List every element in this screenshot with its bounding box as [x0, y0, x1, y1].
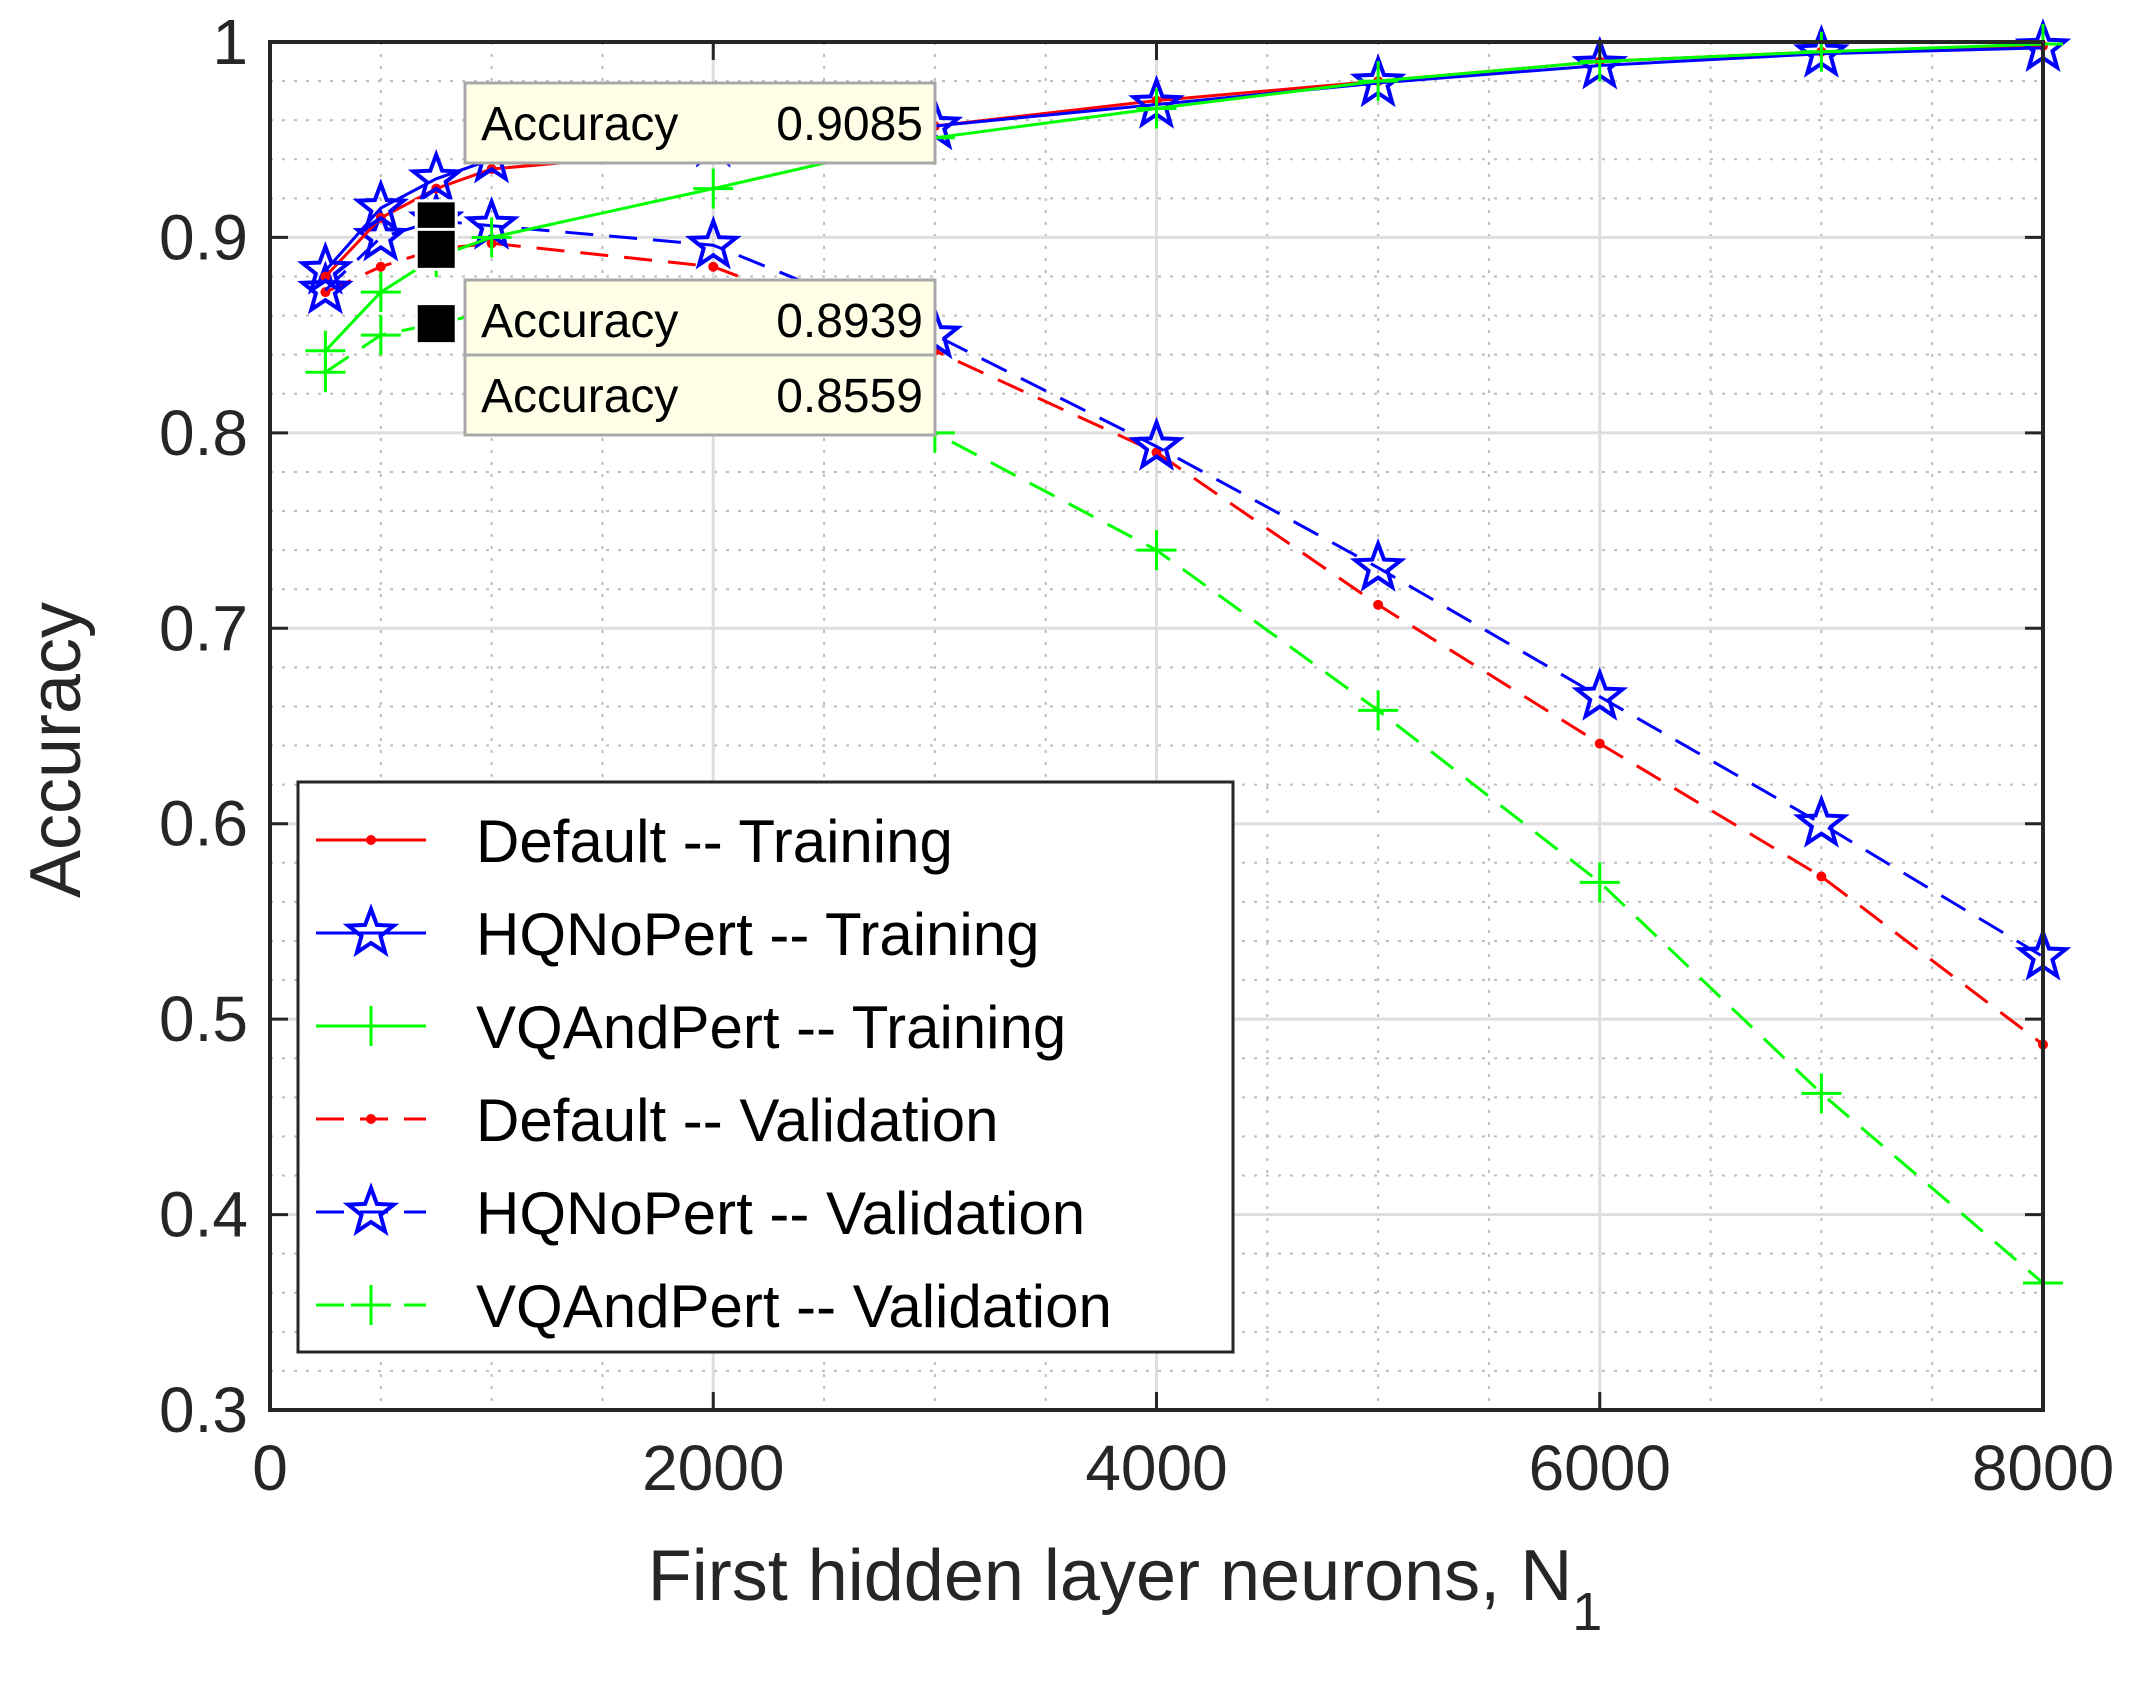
data-point: [1792, 793, 1850, 848]
legend-marker: [342, 1182, 400, 1237]
data-point: [1594, 738, 1605, 749]
legend: Default -- Training HQNoPert -- Training V…: [296, 780, 1235, 1354]
legend-label: Default -- Training: [476, 808, 953, 875]
data-point: [693, 168, 734, 209]
datatip-marker: [414, 227, 458, 271]
datatip-layer: Accuracy 0.9085 Accuracy 0.8939 Accuracy 0.85…: [414, 81, 937, 437]
y-tick-label: 0.4: [159, 1179, 248, 1251]
data-point: [1373, 599, 1384, 610]
datatip-box: [463, 353, 937, 437]
legend-entry: HQNoPert -- Validation: [316, 1180, 1085, 1247]
data-point: [1358, 690, 1399, 731]
data-point: [1128, 416, 1185, 471]
legend-marker: [366, 835, 376, 845]
legend-label: VQAndPert -- Validation: [476, 1273, 1112, 1340]
data-point: [375, 261, 386, 272]
data-point: [1136, 88, 1177, 129]
y-tick-label: 0.9: [159, 201, 248, 273]
x-tick-label: 8000: [1972, 1432, 2114, 1504]
data-point: [1816, 871, 1827, 882]
legend-box: [296, 780, 1235, 1354]
data-point: [360, 272, 401, 313]
data-point: [1136, 530, 1177, 571]
datatip-marker: [414, 302, 458, 346]
datatip-box: [463, 81, 937, 165]
legend-marker: [351, 1285, 391, 1325]
data-point: [1571, 666, 1629, 721]
legend-entry: Default -- Training: [316, 808, 953, 875]
data-point: [684, 215, 742, 270]
y-axis-label: Accuracy: [16, 602, 96, 898]
datatip-value: 0.8939: [776, 295, 923, 348]
y-tick-label: 0.8: [159, 397, 248, 469]
legend-marker: [342, 903, 400, 958]
datatip: Accuracy 0.8939: [414, 227, 937, 362]
y-tick-label: 1: [212, 6, 248, 78]
legend-marker: [351, 1006, 391, 1046]
x-axis-label: First hidden layer neurons, N1: [648, 1536, 1602, 1642]
data-point: [1349, 537, 1407, 592]
data-point: [352, 178, 410, 233]
data-point: [471, 217, 512, 258]
data-point: [352, 207, 410, 262]
x-tick-label: 4000: [1085, 1432, 1227, 1504]
datatip-label: Accuracy: [481, 295, 678, 348]
data-point: [305, 330, 346, 371]
data-point: [360, 315, 401, 356]
data-point: [1579, 862, 1620, 903]
data-point: [297, 240, 354, 295]
legend-label: VQAndPert -- Training: [476, 994, 1066, 1061]
datatip-value: 0.8559: [776, 370, 923, 423]
axes-layer: 0 2000 4000 6000 8000 0.3 0.4 0.5 0.6 0.7 0.8 0.9 1: [159, 6, 2114, 1504]
legend-entry: Default -- Validation: [316, 1087, 998, 1154]
datatip: Accuracy 0.8559: [414, 302, 937, 437]
legend-entry: VQAndPert -- Validation: [316, 1273, 1112, 1340]
x-axis-label-main: First hidden layer neurons, N: [648, 1536, 1572, 1616]
data-point: [1801, 1073, 1842, 1114]
legend-entry: VQAndPert -- Training: [316, 994, 1066, 1061]
x-tick-label: 6000: [1529, 1432, 1671, 1504]
legend-label: HQNoPert -- Training: [476, 901, 1040, 968]
data-point: [320, 271, 331, 282]
data-point: [1151, 447, 1162, 458]
legend-entry: HQNoPert -- Training: [316, 901, 1040, 968]
y-tick-label: 0.7: [159, 592, 248, 664]
x-tick-label: 0: [252, 1432, 288, 1504]
minor-grid: [270, 42, 2043, 1410]
x-axis-label-subscript: 1: [1572, 1582, 1602, 1642]
y-tick-label: 0.3: [159, 1374, 248, 1446]
datatip-label: Accuracy: [481, 98, 678, 151]
legend-label: Default -- Validation: [476, 1087, 998, 1154]
legend-marker: [366, 1114, 376, 1124]
data-point: [407, 149, 465, 203]
y-tick-label: 0.5: [159, 983, 248, 1055]
datatip-label: Accuracy: [481, 370, 678, 423]
data-point: [297, 260, 354, 315]
legend-label: HQNoPert -- Validation: [476, 1180, 1085, 1247]
data-point: [1801, 31, 1842, 72]
y-tick-label: 0.6: [159, 788, 248, 860]
data-point: [708, 261, 719, 272]
data-point: [1358, 61, 1399, 102]
x-tick-label: 2000: [642, 1432, 784, 1504]
datatip-value: 0.9085: [776, 98, 923, 151]
